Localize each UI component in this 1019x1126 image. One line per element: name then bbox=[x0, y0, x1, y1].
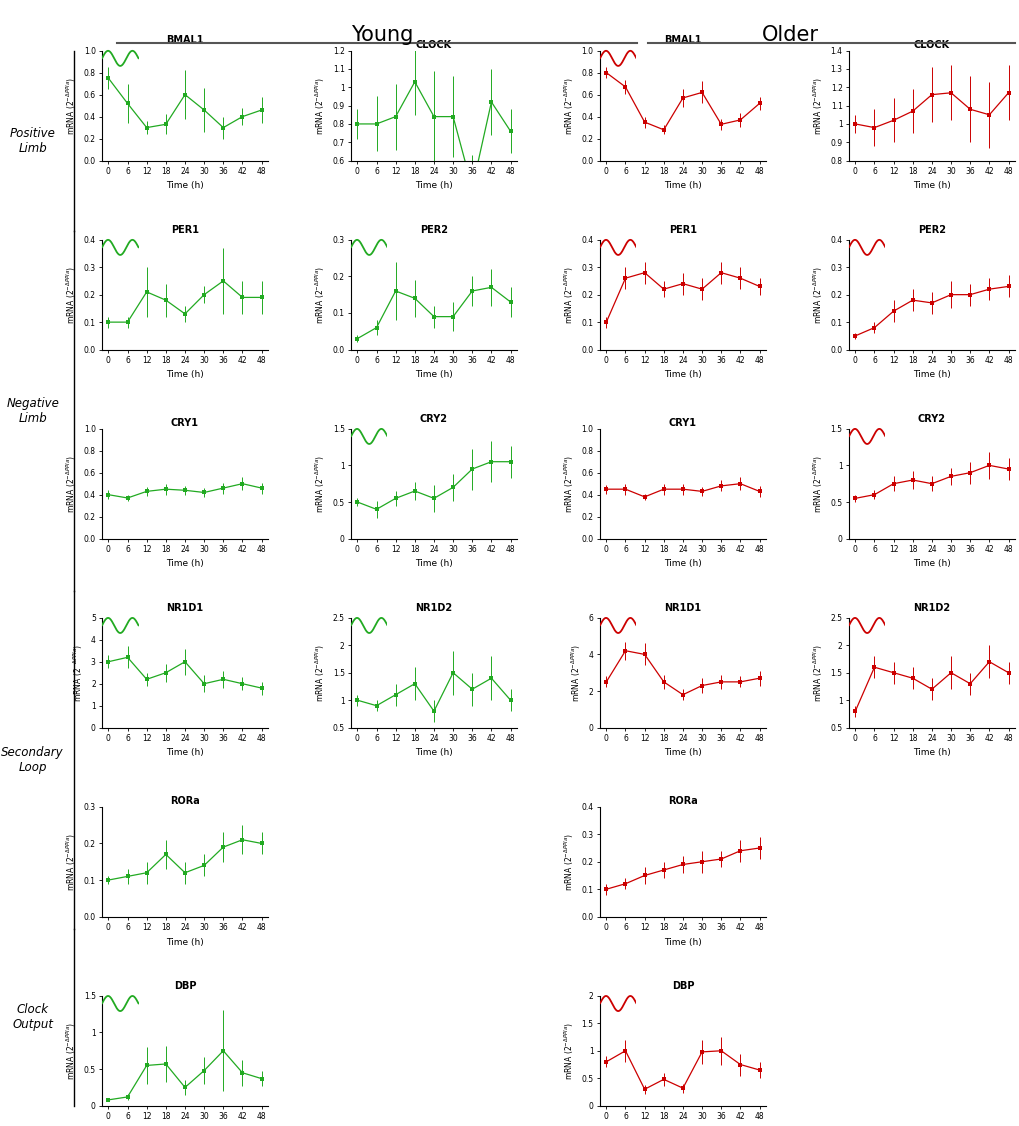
X-axis label: Time (h): Time (h) bbox=[912, 181, 950, 190]
Text: Older: Older bbox=[761, 25, 818, 45]
Y-axis label: mRNA (2$^{-\Delta PPIa}$): mRNA (2$^{-\Delta PPIa}$) bbox=[562, 1021, 576, 1080]
Title: PER1: PER1 bbox=[171, 224, 199, 234]
Y-axis label: mRNA (2$^{-\Delta PPIa}$): mRNA (2$^{-\Delta PPIa}$) bbox=[64, 77, 78, 135]
X-axis label: Time (h): Time (h) bbox=[166, 370, 204, 379]
Title: RORa: RORa bbox=[667, 796, 697, 806]
Text: Young: Young bbox=[351, 25, 414, 45]
X-axis label: Time (h): Time (h) bbox=[415, 749, 452, 758]
Title: BMAL1: BMAL1 bbox=[166, 36, 204, 45]
X-axis label: Time (h): Time (h) bbox=[912, 370, 950, 379]
Title: BMAL1: BMAL1 bbox=[663, 36, 701, 45]
X-axis label: Time (h): Time (h) bbox=[912, 749, 950, 758]
Title: CRY1: CRY1 bbox=[668, 418, 696, 428]
X-axis label: Time (h): Time (h) bbox=[415, 560, 452, 569]
X-axis label: Time (h): Time (h) bbox=[663, 181, 701, 190]
Y-axis label: mRNA (2$^{-\Delta PPIa}$): mRNA (2$^{-\Delta PPIa}$) bbox=[811, 77, 824, 135]
Title: PER1: PER1 bbox=[668, 224, 696, 234]
Y-axis label: mRNA (2$^{-\Delta PPIa}$): mRNA (2$^{-\Delta PPIa}$) bbox=[64, 833, 78, 891]
Title: NR1D1: NR1D1 bbox=[663, 602, 701, 613]
Y-axis label: mRNA (2$^{-\Delta PPIa}$): mRNA (2$^{-\Delta PPIa}$) bbox=[562, 266, 576, 323]
Title: NR1D2: NR1D2 bbox=[415, 602, 452, 613]
Y-axis label: mRNA (2$^{-\Delta PPIa}$): mRNA (2$^{-\Delta PPIa}$) bbox=[313, 266, 327, 323]
Title: PER2: PER2 bbox=[917, 224, 945, 234]
Title: CLOCK: CLOCK bbox=[416, 39, 451, 50]
Y-axis label: mRNA (2$^{-\Delta PPIa}$): mRNA (2$^{-\Delta PPIa}$) bbox=[562, 455, 576, 512]
Y-axis label: mRNA (2$^{-\Delta PPIa}$): mRNA (2$^{-\Delta PPIa}$) bbox=[72, 644, 86, 701]
Y-axis label: mRNA (2$^{-\Delta PPIa}$): mRNA (2$^{-\Delta PPIa}$) bbox=[313, 455, 327, 512]
X-axis label: Time (h): Time (h) bbox=[415, 370, 452, 379]
Y-axis label: mRNA (2$^{-\Delta PPIa}$): mRNA (2$^{-\Delta PPIa}$) bbox=[570, 644, 583, 701]
Y-axis label: mRNA (2$^{-\Delta PPIa}$): mRNA (2$^{-\Delta PPIa}$) bbox=[811, 455, 824, 512]
Title: DBP: DBP bbox=[173, 981, 196, 991]
Title: CLOCK: CLOCK bbox=[913, 39, 949, 50]
X-axis label: Time (h): Time (h) bbox=[166, 560, 204, 569]
X-axis label: Time (h): Time (h) bbox=[663, 938, 701, 947]
Title: NR1D2: NR1D2 bbox=[912, 602, 950, 613]
Y-axis label: mRNA (2$^{-\Delta PPIa}$): mRNA (2$^{-\Delta PPIa}$) bbox=[562, 77, 576, 135]
Title: DBP: DBP bbox=[672, 981, 694, 991]
X-axis label: Time (h): Time (h) bbox=[415, 181, 452, 190]
X-axis label: Time (h): Time (h) bbox=[663, 370, 701, 379]
Title: CRY2: CRY2 bbox=[420, 413, 447, 423]
Text: Positive
Limb: Positive Limb bbox=[10, 127, 55, 154]
X-axis label: Time (h): Time (h) bbox=[166, 938, 204, 947]
Title: NR1D1: NR1D1 bbox=[166, 602, 204, 613]
Y-axis label: mRNA (2$^{-\Delta PPIa}$): mRNA (2$^{-\Delta PPIa}$) bbox=[811, 644, 824, 701]
X-axis label: Time (h): Time (h) bbox=[912, 560, 950, 569]
Title: PER2: PER2 bbox=[420, 224, 447, 234]
Title: CRY2: CRY2 bbox=[917, 413, 945, 423]
Text: Secondary
Loop: Secondary Loop bbox=[1, 747, 64, 774]
X-axis label: Time (h): Time (h) bbox=[663, 749, 701, 758]
X-axis label: Time (h): Time (h) bbox=[166, 749, 204, 758]
Title: CRY1: CRY1 bbox=[171, 418, 199, 428]
Text: Clock
Output: Clock Output bbox=[12, 1003, 53, 1030]
Y-axis label: mRNA (2$^{-\Delta PPIa}$): mRNA (2$^{-\Delta PPIa}$) bbox=[313, 644, 327, 701]
X-axis label: Time (h): Time (h) bbox=[166, 181, 204, 190]
Y-axis label: mRNA (2$^{-\Delta PPIa}$): mRNA (2$^{-\Delta PPIa}$) bbox=[64, 1021, 78, 1080]
X-axis label: Time (h): Time (h) bbox=[663, 560, 701, 569]
Text: Negative
Limb: Negative Limb bbox=[6, 397, 59, 425]
Y-axis label: mRNA (2$^{-\Delta PPIa}$): mRNA (2$^{-\Delta PPIa}$) bbox=[811, 266, 824, 323]
Y-axis label: mRNA (2$^{-\Delta PPIa}$): mRNA (2$^{-\Delta PPIa}$) bbox=[64, 455, 78, 512]
Y-axis label: mRNA (2$^{-\Delta PPIa}$): mRNA (2$^{-\Delta PPIa}$) bbox=[64, 266, 78, 323]
Title: RORa: RORa bbox=[170, 796, 200, 806]
Y-axis label: mRNA (2$^{-\Delta PPIa}$): mRNA (2$^{-\Delta PPIa}$) bbox=[313, 77, 327, 135]
Y-axis label: mRNA (2$^{-\Delta PPIa}$): mRNA (2$^{-\Delta PPIa}$) bbox=[562, 833, 576, 891]
